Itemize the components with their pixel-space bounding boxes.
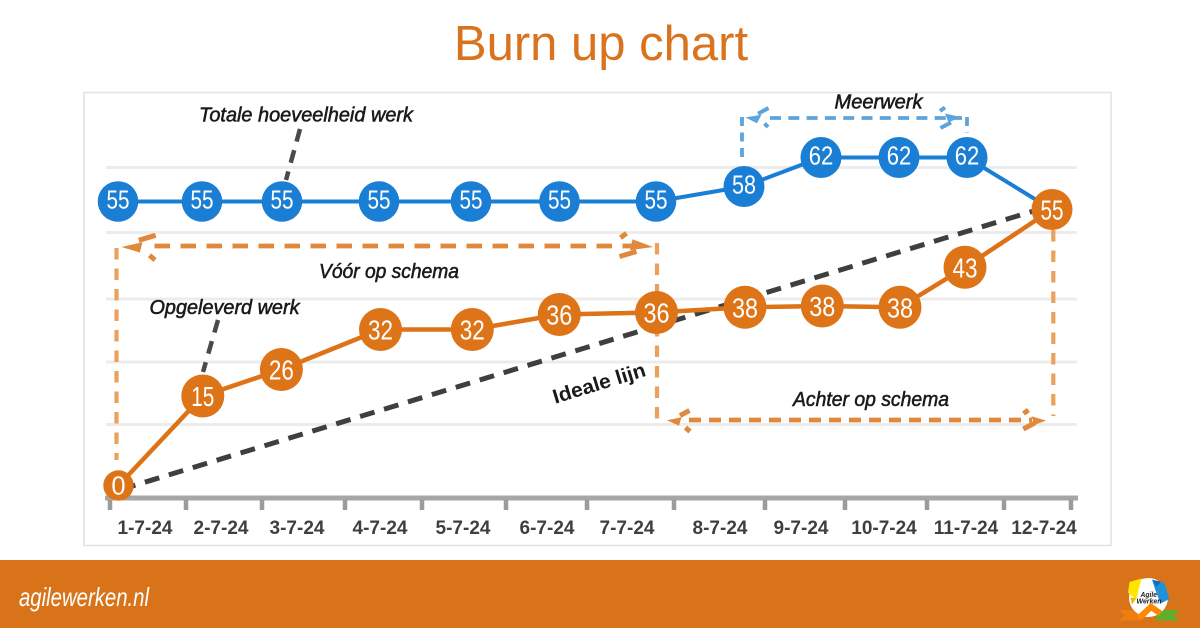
svg-text:2-7-24: 2-7-24 — [194, 518, 249, 539]
svg-text:62: 62 — [809, 141, 834, 171]
svg-text:55: 55 — [107, 185, 130, 215]
svg-text:55: 55 — [368, 185, 391, 215]
svg-text:Totale hoeveelheid werk: Totale hoeveelheid werk — [199, 105, 414, 127]
svg-text:55: 55 — [271, 185, 294, 215]
svg-text:6-7-24: 6-7-24 — [520, 518, 575, 539]
svg-text:Meerwerk: Meerwerk — [835, 92, 924, 114]
svg-text:55: 55 — [645, 185, 668, 215]
svg-text:4-7-24: 4-7-24 — [353, 518, 408, 539]
svg-text:32: 32 — [460, 315, 485, 346]
svg-text:38: 38 — [732, 292, 758, 323]
svg-text:55: 55 — [548, 185, 571, 215]
svg-text:agilewerken.nl: agilewerken.nl — [19, 582, 150, 612]
svg-text:12-7-24: 12-7-24 — [1011, 518, 1077, 539]
svg-text:1-7-24: 1-7-24 — [118, 518, 173, 539]
svg-text:62: 62 — [887, 141, 912, 171]
svg-text:26: 26 — [269, 355, 294, 386]
svg-text:55: 55 — [460, 185, 483, 215]
svg-text:Burn up chart: Burn up chart — [454, 17, 749, 71]
svg-text:Achter op schema: Achter op schema — [792, 389, 949, 411]
svg-text:8-7-24: 8-7-24 — [693, 518, 748, 539]
svg-text:43: 43 — [953, 252, 978, 283]
svg-text:55: 55 — [1041, 195, 1064, 226]
svg-text:Opgeleverd werk: Opgeleverd werk — [150, 297, 301, 319]
svg-text:Vóór op schema: Vóór op schema — [319, 261, 459, 283]
svg-text:Werken: Werken — [1137, 597, 1162, 606]
svg-text:32: 32 — [368, 315, 393, 346]
svg-text:62: 62 — [955, 141, 980, 171]
svg-text:0: 0 — [111, 472, 125, 500]
svg-text:15: 15 — [191, 381, 214, 412]
svg-text:7-7-24: 7-7-24 — [600, 518, 655, 539]
svg-text:5-7-24: 5-7-24 — [436, 518, 491, 539]
svg-text:36: 36 — [644, 298, 670, 329]
svg-text:38: 38 — [809, 291, 835, 322]
svg-text:10-7-24: 10-7-24 — [851, 518, 917, 539]
svg-text:58: 58 — [732, 170, 756, 200]
svg-text:Agile: Agile — [1140, 590, 1158, 599]
svg-text:9-7-24: 9-7-24 — [774, 518, 829, 539]
svg-text:11-7-24: 11-7-24 — [934, 518, 999, 539]
svg-text:3-7-24: 3-7-24 — [270, 518, 325, 539]
svg-text:38: 38 — [887, 292, 913, 323]
svg-text:36: 36 — [546, 300, 572, 331]
svg-text:55: 55 — [191, 185, 214, 215]
